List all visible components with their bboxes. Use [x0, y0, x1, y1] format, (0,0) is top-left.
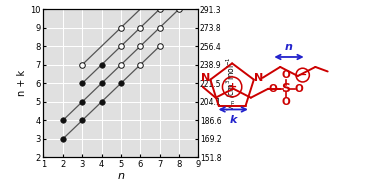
- Text: O: O: [295, 84, 304, 94]
- Text: k: k: [229, 115, 237, 125]
- Text: −: −: [298, 70, 307, 80]
- Text: O: O: [282, 70, 290, 80]
- X-axis label: n: n: [118, 171, 124, 181]
- Text: N: N: [201, 73, 211, 83]
- Y-axis label: $V_{\rm m}$ /cm$^3$mol$^{-1}$: $V_{\rm m}$ /cm$^3$mol$^{-1}$: [225, 56, 238, 111]
- Text: N: N: [254, 73, 263, 83]
- Y-axis label: n + k: n + k: [17, 70, 28, 96]
- Text: +: +: [228, 82, 237, 92]
- Text: O: O: [268, 84, 277, 94]
- Text: n: n: [285, 42, 293, 52]
- Text: S: S: [282, 82, 290, 95]
- Text: O: O: [282, 97, 290, 107]
